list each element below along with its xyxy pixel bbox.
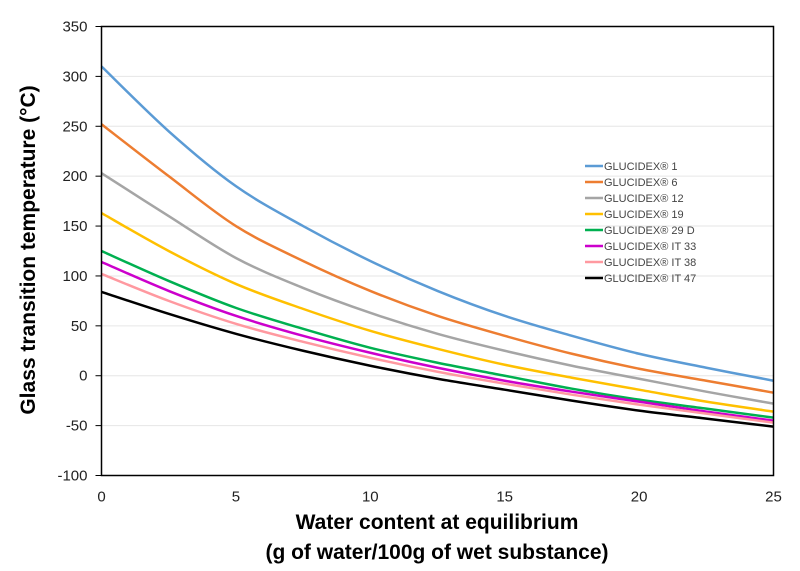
x-tick-label: 0 bbox=[97, 489, 105, 506]
y-tick-label: -50 bbox=[66, 418, 88, 435]
legend-item: GLUCIDEX® 29 D bbox=[585, 225, 695, 237]
y-tick-label: -100 bbox=[57, 468, 87, 485]
legend-label: GLUCIDEX® 12 bbox=[604, 193, 684, 205]
x-tick-label: 20 bbox=[631, 489, 648, 506]
y-tick-label: 50 bbox=[71, 318, 88, 335]
legend: GLUCIDEX® 1 GLUCIDEX® 6 GLUCIDEX® 12 GLUCID… bbox=[585, 161, 696, 285]
legend-label: GLUCIDEX® IT 47 bbox=[604, 273, 696, 285]
x-tick-label: 10 bbox=[362, 489, 379, 506]
x-tick-label: 15 bbox=[496, 489, 513, 506]
y-tick-label: 250 bbox=[62, 118, 87, 135]
y-tick-label: 350 bbox=[62, 19, 87, 36]
legend-label: GLUCIDEX® IT 33 bbox=[604, 241, 696, 253]
series-line-7 bbox=[101, 290, 774, 428]
legend-label: GLUCIDEX® 19 bbox=[604, 209, 684, 221]
series-line-4 bbox=[100, 249, 774, 419]
legend-item: GLUCIDEX® 1 bbox=[585, 161, 678, 173]
legend-item: GLUCIDEX® IT 33 bbox=[585, 241, 696, 253]
series-line-1 bbox=[100, 123, 774, 394]
legend-label: GLUCIDEX® IT 38 bbox=[604, 257, 696, 269]
x-axis-ticks: 0 5 10 15 20 25 bbox=[97, 489, 782, 506]
series-line-2 bbox=[100, 172, 774, 405]
x-axis-label: Water content at equilibrium bbox=[296, 511, 579, 534]
y-axis-ticks: -100 -50 0 50 100 150 200 250 300 350 bbox=[57, 19, 102, 485]
y-tick-label: 200 bbox=[62, 168, 87, 185]
y-axis-label: Glass transition temperature (°C) bbox=[17, 85, 40, 414]
x-axis-label-line2: (g of water/100g of wet substance) bbox=[265, 541, 608, 564]
legend-item: GLUCIDEX® 19 bbox=[585, 209, 684, 221]
x-tick-label: 5 bbox=[232, 489, 240, 506]
legend-item: GLUCIDEX® 6 bbox=[585, 177, 678, 189]
y-tick-label: 300 bbox=[62, 68, 87, 85]
series-line-0 bbox=[100, 65, 774, 382]
y-tick-label: 0 bbox=[79, 368, 87, 385]
legend-label: GLUCIDEX® 1 bbox=[604, 161, 678, 173]
x-tick-label: 25 bbox=[765, 489, 782, 506]
legend-item: GLUCIDEX® 12 bbox=[585, 193, 684, 205]
series-lines bbox=[100, 65, 774, 428]
legend-item: GLUCIDEX® IT 47 bbox=[585, 273, 696, 285]
legend-label: GLUCIDEX® 6 bbox=[604, 177, 678, 189]
y-tick-label: 100 bbox=[62, 268, 87, 285]
series-line-3 bbox=[100, 211, 774, 413]
series-line-5 bbox=[101, 260, 774, 422]
legend-item: GLUCIDEX® IT 38 bbox=[585, 257, 696, 269]
y-tick-label: 150 bbox=[62, 218, 87, 235]
series-line-6 bbox=[101, 272, 774, 424]
plot-frame bbox=[100, 25, 775, 477]
legend-label: GLUCIDEX® 29 D bbox=[604, 225, 695, 237]
